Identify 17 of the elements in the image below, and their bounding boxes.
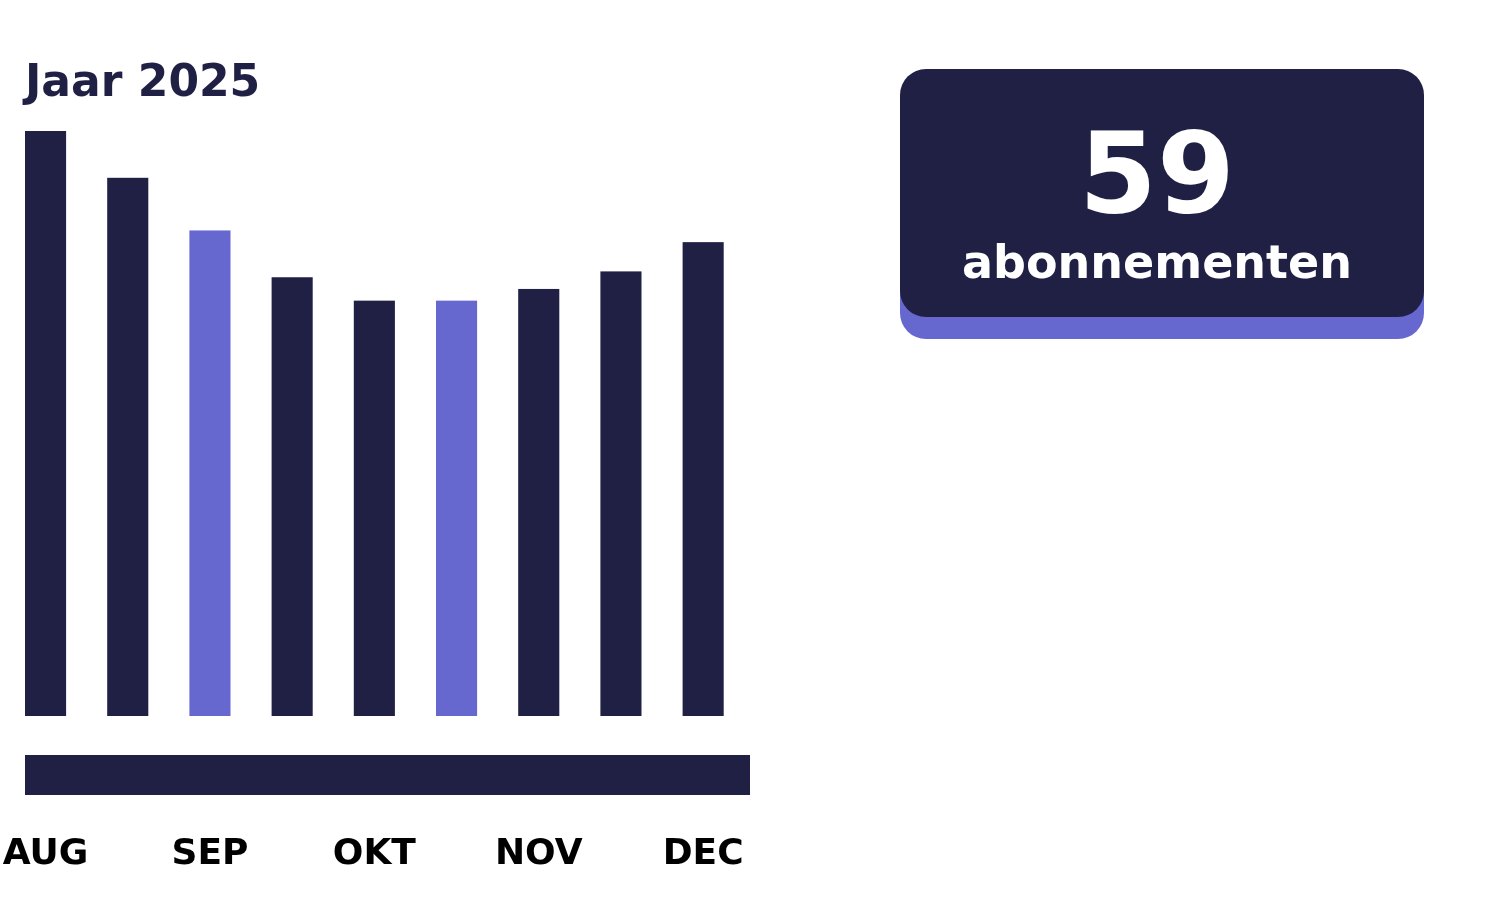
x-tick-label: AUG: [2, 830, 89, 872]
bar: [518, 288, 560, 716]
bar: [353, 300, 395, 716]
bar: [682, 242, 724, 716]
bar: [271, 277, 313, 716]
bar: [600, 271, 642, 716]
x-tick-label: SEP: [171, 830, 249, 872]
x-tick-label: OKT: [332, 830, 417, 872]
text: abonnementen: [961, 235, 1353, 289]
chart-title: Jaar 2025: [22, 55, 261, 106]
x-tick-label: NOV: [494, 830, 583, 872]
bar: [107, 177, 149, 716]
bar: [436, 300, 478, 716]
bar: [189, 230, 231, 716]
bar: [25, 131, 67, 716]
x-tick-label: DEC: [662, 830, 744, 872]
text: 59: [1079, 108, 1235, 238]
